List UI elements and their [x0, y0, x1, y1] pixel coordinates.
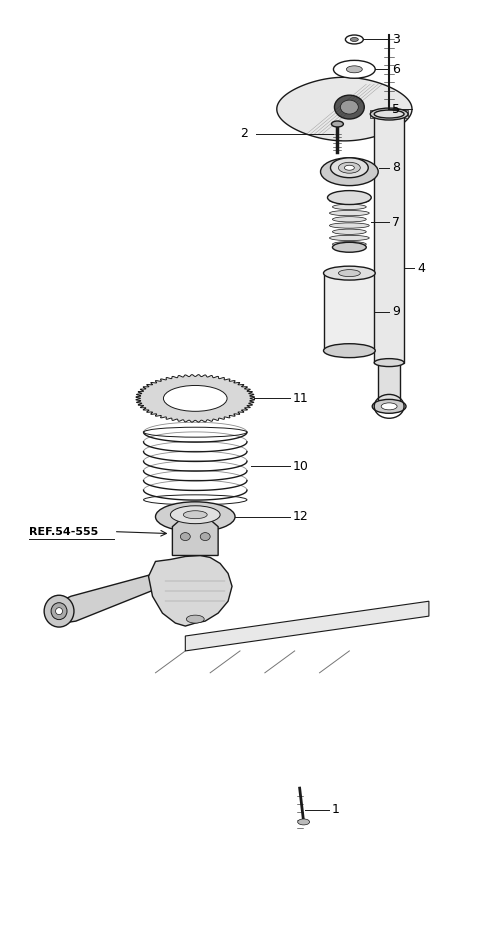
Ellipse shape: [372, 400, 406, 413]
Ellipse shape: [170, 506, 220, 524]
Ellipse shape: [335, 95, 364, 119]
Ellipse shape: [329, 223, 369, 228]
Text: 6: 6: [392, 62, 400, 75]
Ellipse shape: [338, 162, 360, 173]
Ellipse shape: [350, 37, 358, 41]
Text: 8: 8: [392, 161, 400, 174]
Ellipse shape: [186, 615, 204, 624]
Ellipse shape: [329, 198, 369, 203]
Polygon shape: [51, 573, 156, 624]
Ellipse shape: [324, 344, 375, 358]
Polygon shape: [148, 555, 232, 626]
Polygon shape: [370, 110, 408, 118]
Ellipse shape: [156, 501, 235, 531]
Ellipse shape: [347, 66, 362, 73]
Ellipse shape: [56, 608, 62, 614]
Ellipse shape: [340, 100, 358, 114]
Ellipse shape: [333, 216, 366, 222]
Ellipse shape: [332, 121, 343, 127]
Polygon shape: [172, 520, 218, 555]
Polygon shape: [324, 273, 375, 350]
Ellipse shape: [51, 603, 67, 620]
Ellipse shape: [333, 229, 366, 234]
Text: 4: 4: [417, 262, 425, 275]
Ellipse shape: [333, 241, 366, 247]
Text: 7: 7: [392, 216, 400, 229]
Text: REF.54-555: REF.54-555: [29, 527, 98, 537]
Ellipse shape: [391, 111, 401, 119]
Text: 11: 11: [293, 391, 309, 404]
Ellipse shape: [374, 110, 404, 118]
Polygon shape: [185, 601, 429, 651]
Text: 1: 1: [332, 803, 339, 816]
Ellipse shape: [333, 242, 366, 253]
Text: 9: 9: [392, 306, 400, 319]
Ellipse shape: [164, 386, 227, 411]
Ellipse shape: [324, 267, 375, 281]
Text: 12: 12: [293, 510, 309, 523]
Ellipse shape: [374, 359, 404, 366]
Ellipse shape: [333, 204, 366, 210]
Polygon shape: [378, 363, 400, 403]
Ellipse shape: [338, 269, 360, 277]
Ellipse shape: [298, 819, 310, 825]
Ellipse shape: [330, 158, 368, 178]
Ellipse shape: [321, 158, 378, 185]
Ellipse shape: [44, 596, 74, 627]
Ellipse shape: [370, 108, 408, 120]
Ellipse shape: [200, 532, 210, 541]
Text: 3: 3: [392, 33, 400, 46]
Ellipse shape: [183, 511, 207, 519]
Polygon shape: [374, 114, 404, 363]
Ellipse shape: [344, 165, 354, 171]
Ellipse shape: [327, 191, 371, 204]
Ellipse shape: [346, 35, 363, 44]
Text: 10: 10: [293, 459, 309, 473]
Ellipse shape: [329, 235, 369, 240]
Polygon shape: [277, 77, 412, 141]
Ellipse shape: [329, 211, 369, 215]
Text: 5: 5: [392, 103, 400, 116]
Ellipse shape: [381, 403, 397, 410]
Text: 2: 2: [240, 128, 248, 141]
Polygon shape: [136, 375, 254, 422]
Ellipse shape: [334, 61, 375, 78]
Ellipse shape: [180, 532, 190, 541]
